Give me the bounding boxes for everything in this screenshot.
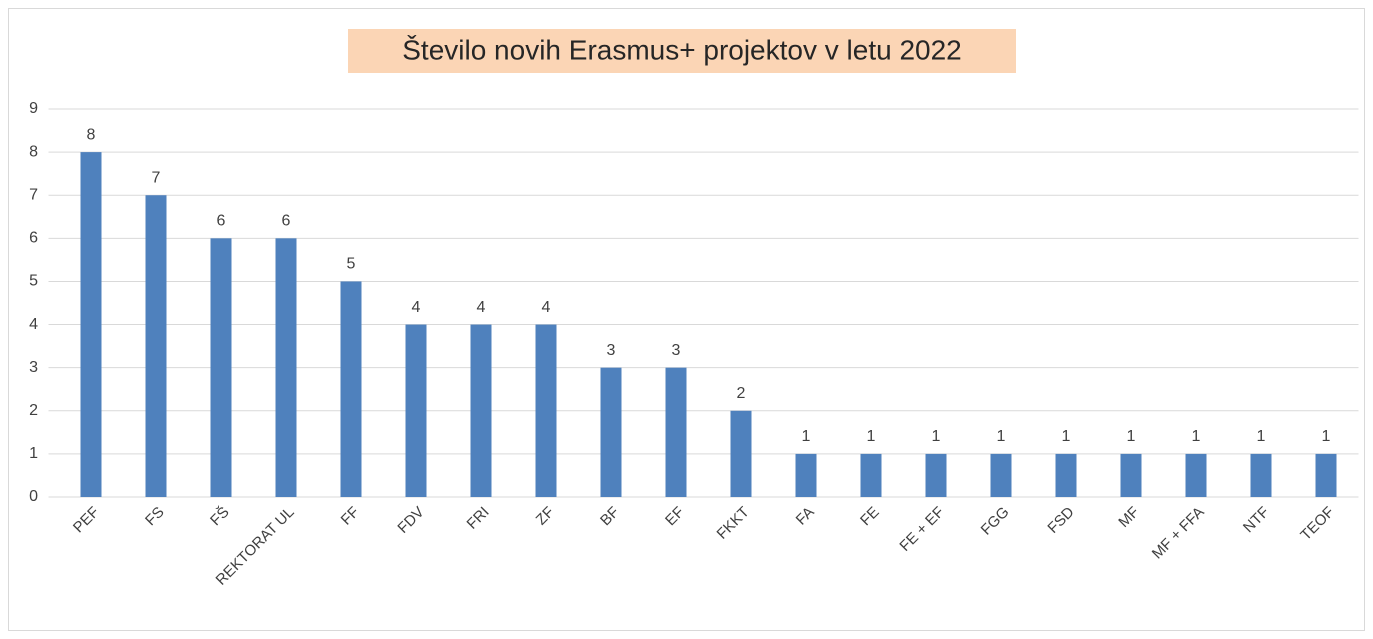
data-label: 1 <box>1127 428 1136 445</box>
bar <box>860 453 882 497</box>
data-label: 4 <box>412 299 421 316</box>
data-label: 1 <box>1322 428 1331 445</box>
data-label: 6 <box>217 213 226 230</box>
bar <box>145 195 167 497</box>
data-label: 1 <box>867 428 876 445</box>
bar <box>730 410 752 497</box>
data-label: 1 <box>802 428 811 445</box>
data-label: 2 <box>737 385 746 402</box>
y-tick-label: 4 <box>29 316 38 333</box>
chart-title: Število novih Erasmus+ projektov v letu … <box>402 34 962 65</box>
data-label: 4 <box>477 299 486 316</box>
chart-frame <box>8 8 1365 631</box>
bar <box>665 367 687 497</box>
data-label: 1 <box>997 428 1006 445</box>
data-label: 6 <box>282 213 291 230</box>
bar <box>470 324 492 497</box>
data-label: 1 <box>1257 428 1266 445</box>
data-label: 4 <box>542 299 551 316</box>
bar <box>535 324 557 497</box>
bar <box>340 281 362 497</box>
bar <box>80 152 102 497</box>
data-label: 1 <box>932 428 941 445</box>
bar <box>1185 453 1207 497</box>
data-label: 8 <box>87 126 96 143</box>
y-tick-label: 8 <box>29 143 38 160</box>
data-label: 5 <box>347 256 356 273</box>
y-tick-label: 9 <box>29 100 38 117</box>
y-tick-label: 6 <box>29 230 38 247</box>
bar <box>600 367 622 497</box>
bar <box>210 238 232 498</box>
y-tick-label: 2 <box>29 402 38 419</box>
bar <box>795 453 817 497</box>
bar <box>1120 453 1142 497</box>
bar <box>1250 453 1272 497</box>
title-box <box>348 29 1016 73</box>
bar <box>990 453 1012 497</box>
y-tick-label: 3 <box>29 359 38 376</box>
bar <box>405 324 427 497</box>
bar <box>275 238 297 498</box>
y-tick-label: 0 <box>29 488 38 505</box>
data-label: 1 <box>1192 428 1201 445</box>
bar <box>925 453 947 497</box>
y-tick-label: 7 <box>29 186 38 203</box>
data-label: 3 <box>672 342 681 359</box>
data-label: 1 <box>1062 428 1071 445</box>
data-label: 7 <box>152 169 161 186</box>
data-label: 3 <box>607 342 616 359</box>
bar <box>1055 453 1077 497</box>
y-tick-label: 1 <box>29 445 38 462</box>
bar <box>1315 453 1337 497</box>
y-tick-label: 5 <box>29 273 38 290</box>
